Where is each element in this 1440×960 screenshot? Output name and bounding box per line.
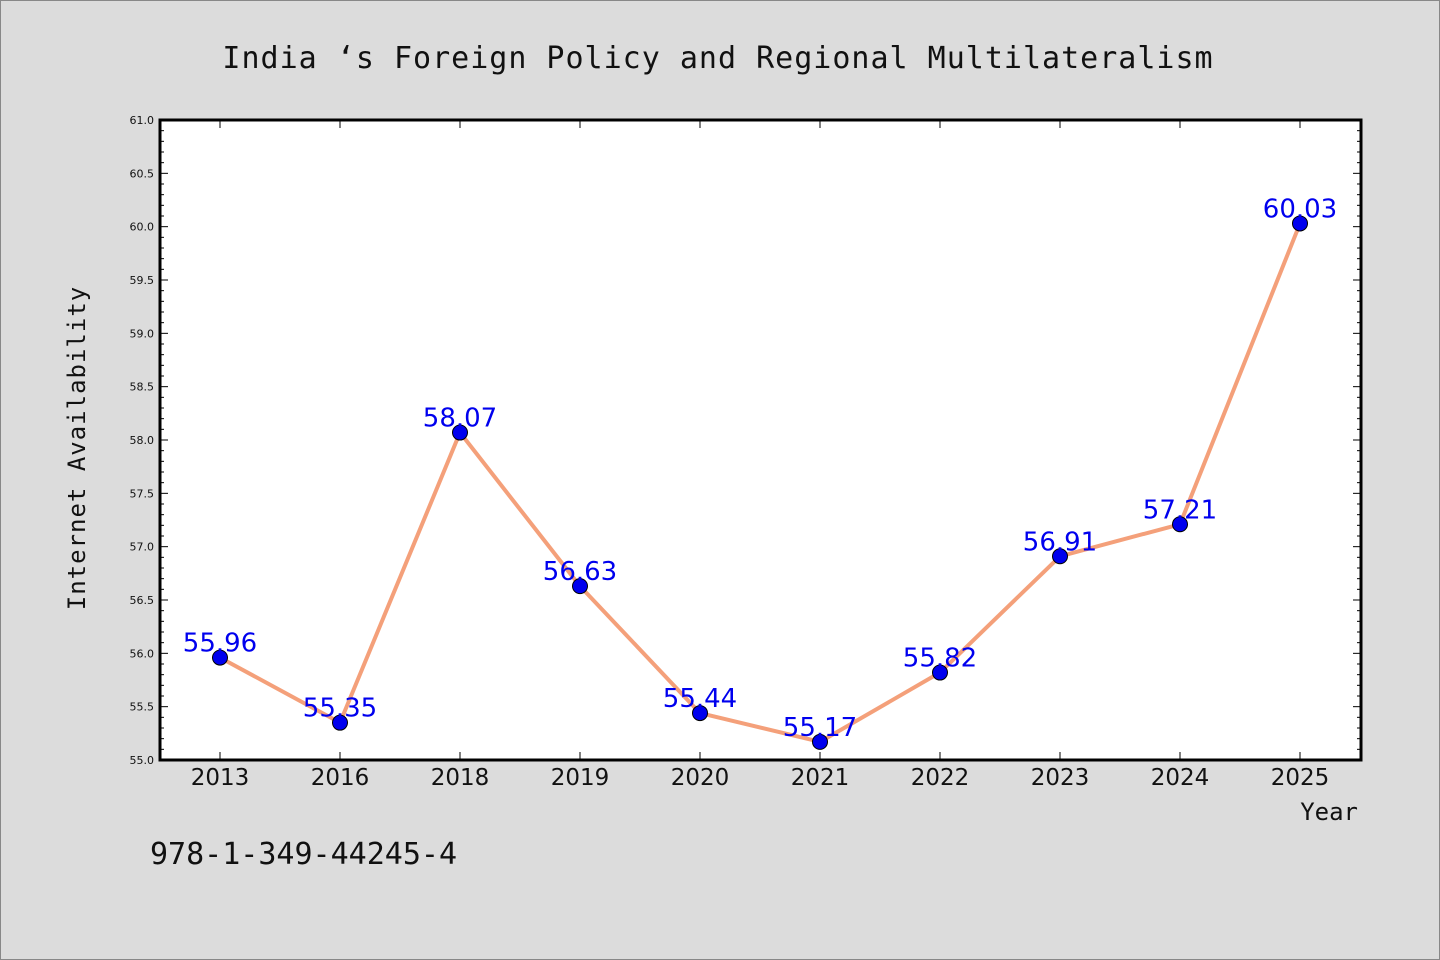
data-label: 58.07 (423, 404, 497, 434)
x-axis-label: Year (1300, 798, 1358, 826)
x-tick-label: 2024 (1151, 765, 1210, 791)
data-point (1172, 516, 1188, 533)
data-label: 56.91 (1023, 527, 1097, 557)
x-tick-label: 2022 (911, 765, 970, 791)
x-tick-label: 2018 (431, 765, 490, 791)
data-point (1292, 215, 1308, 232)
data-point (1052, 548, 1068, 565)
data-point (212, 649, 228, 666)
y-tick-label: 60.0 (130, 221, 155, 234)
data-label: 60.03 (1263, 194, 1337, 224)
series-polyline (219, 222, 1302, 744)
data-label: 55.17 (783, 713, 857, 743)
x-tick-label: 2023 (1031, 765, 1090, 791)
y-tick-label: 57.5 (130, 487, 155, 500)
series-line (212, 215, 1308, 750)
data-labels: 55.96 55.35 58.07 56.63 55.44 55.17 55.82 56.91… (183, 194, 1337, 742)
x-tick-label: 2019 (551, 765, 610, 791)
data-point (332, 714, 348, 731)
y-tick-label: 59.0 (130, 327, 155, 340)
data-point (572, 578, 588, 595)
plot-area (158, 118, 1363, 762)
data-label: 55.44 (663, 684, 737, 714)
data-label: 55.96 (183, 629, 257, 659)
data-point (812, 733, 828, 750)
x-tick-label: 2016 (311, 765, 370, 791)
data-label: 55.82 (903, 644, 977, 674)
y-tick-label: 57.0 (130, 541, 155, 554)
data-label: 55.35 (303, 694, 377, 724)
chart-title: India ‘s Foreign Policy and Regional Mul… (222, 41, 1213, 76)
y-tick-label: 61.0 (130, 114, 155, 127)
data-label: 56.63 (543, 557, 617, 587)
y-tick-label: 55.5 (130, 701, 155, 714)
data-point (692, 705, 708, 722)
x-tick-label: 2020 (671, 765, 730, 791)
y-tick-label: 58.0 (130, 434, 155, 447)
y-tick-label: 60.5 (130, 167, 155, 180)
y-tick-label: 56.5 (130, 594, 155, 607)
x-axis-ticks: 2013 2016 2018 2019 2020 2021 2022 2023 2024 2025 (191, 120, 1330, 791)
y-tick-label: 58.5 (130, 381, 155, 394)
data-point (452, 424, 468, 441)
y-tick-label: 59.5 (130, 274, 155, 287)
data-point (932, 664, 948, 681)
x-tick-label: 2013 (191, 765, 250, 791)
x-tick-label: 2021 (791, 765, 850, 791)
y-axis-label: Internet Availability (63, 286, 91, 610)
data-label: 57.21 (1143, 495, 1217, 525)
y-tick-label: 56.0 (130, 647, 155, 660)
x-tick-label: 2025 (1271, 765, 1330, 791)
y-axis-ticks: 55.0 55.5 56.0 56.5 57.0 57.5 58.0 58.5 59.0 59.5… (130, 114, 1361, 767)
y-tick-label: 55.0 (130, 754, 155, 767)
isbn-text: 978-1-349-44245-4 (150, 837, 457, 872)
